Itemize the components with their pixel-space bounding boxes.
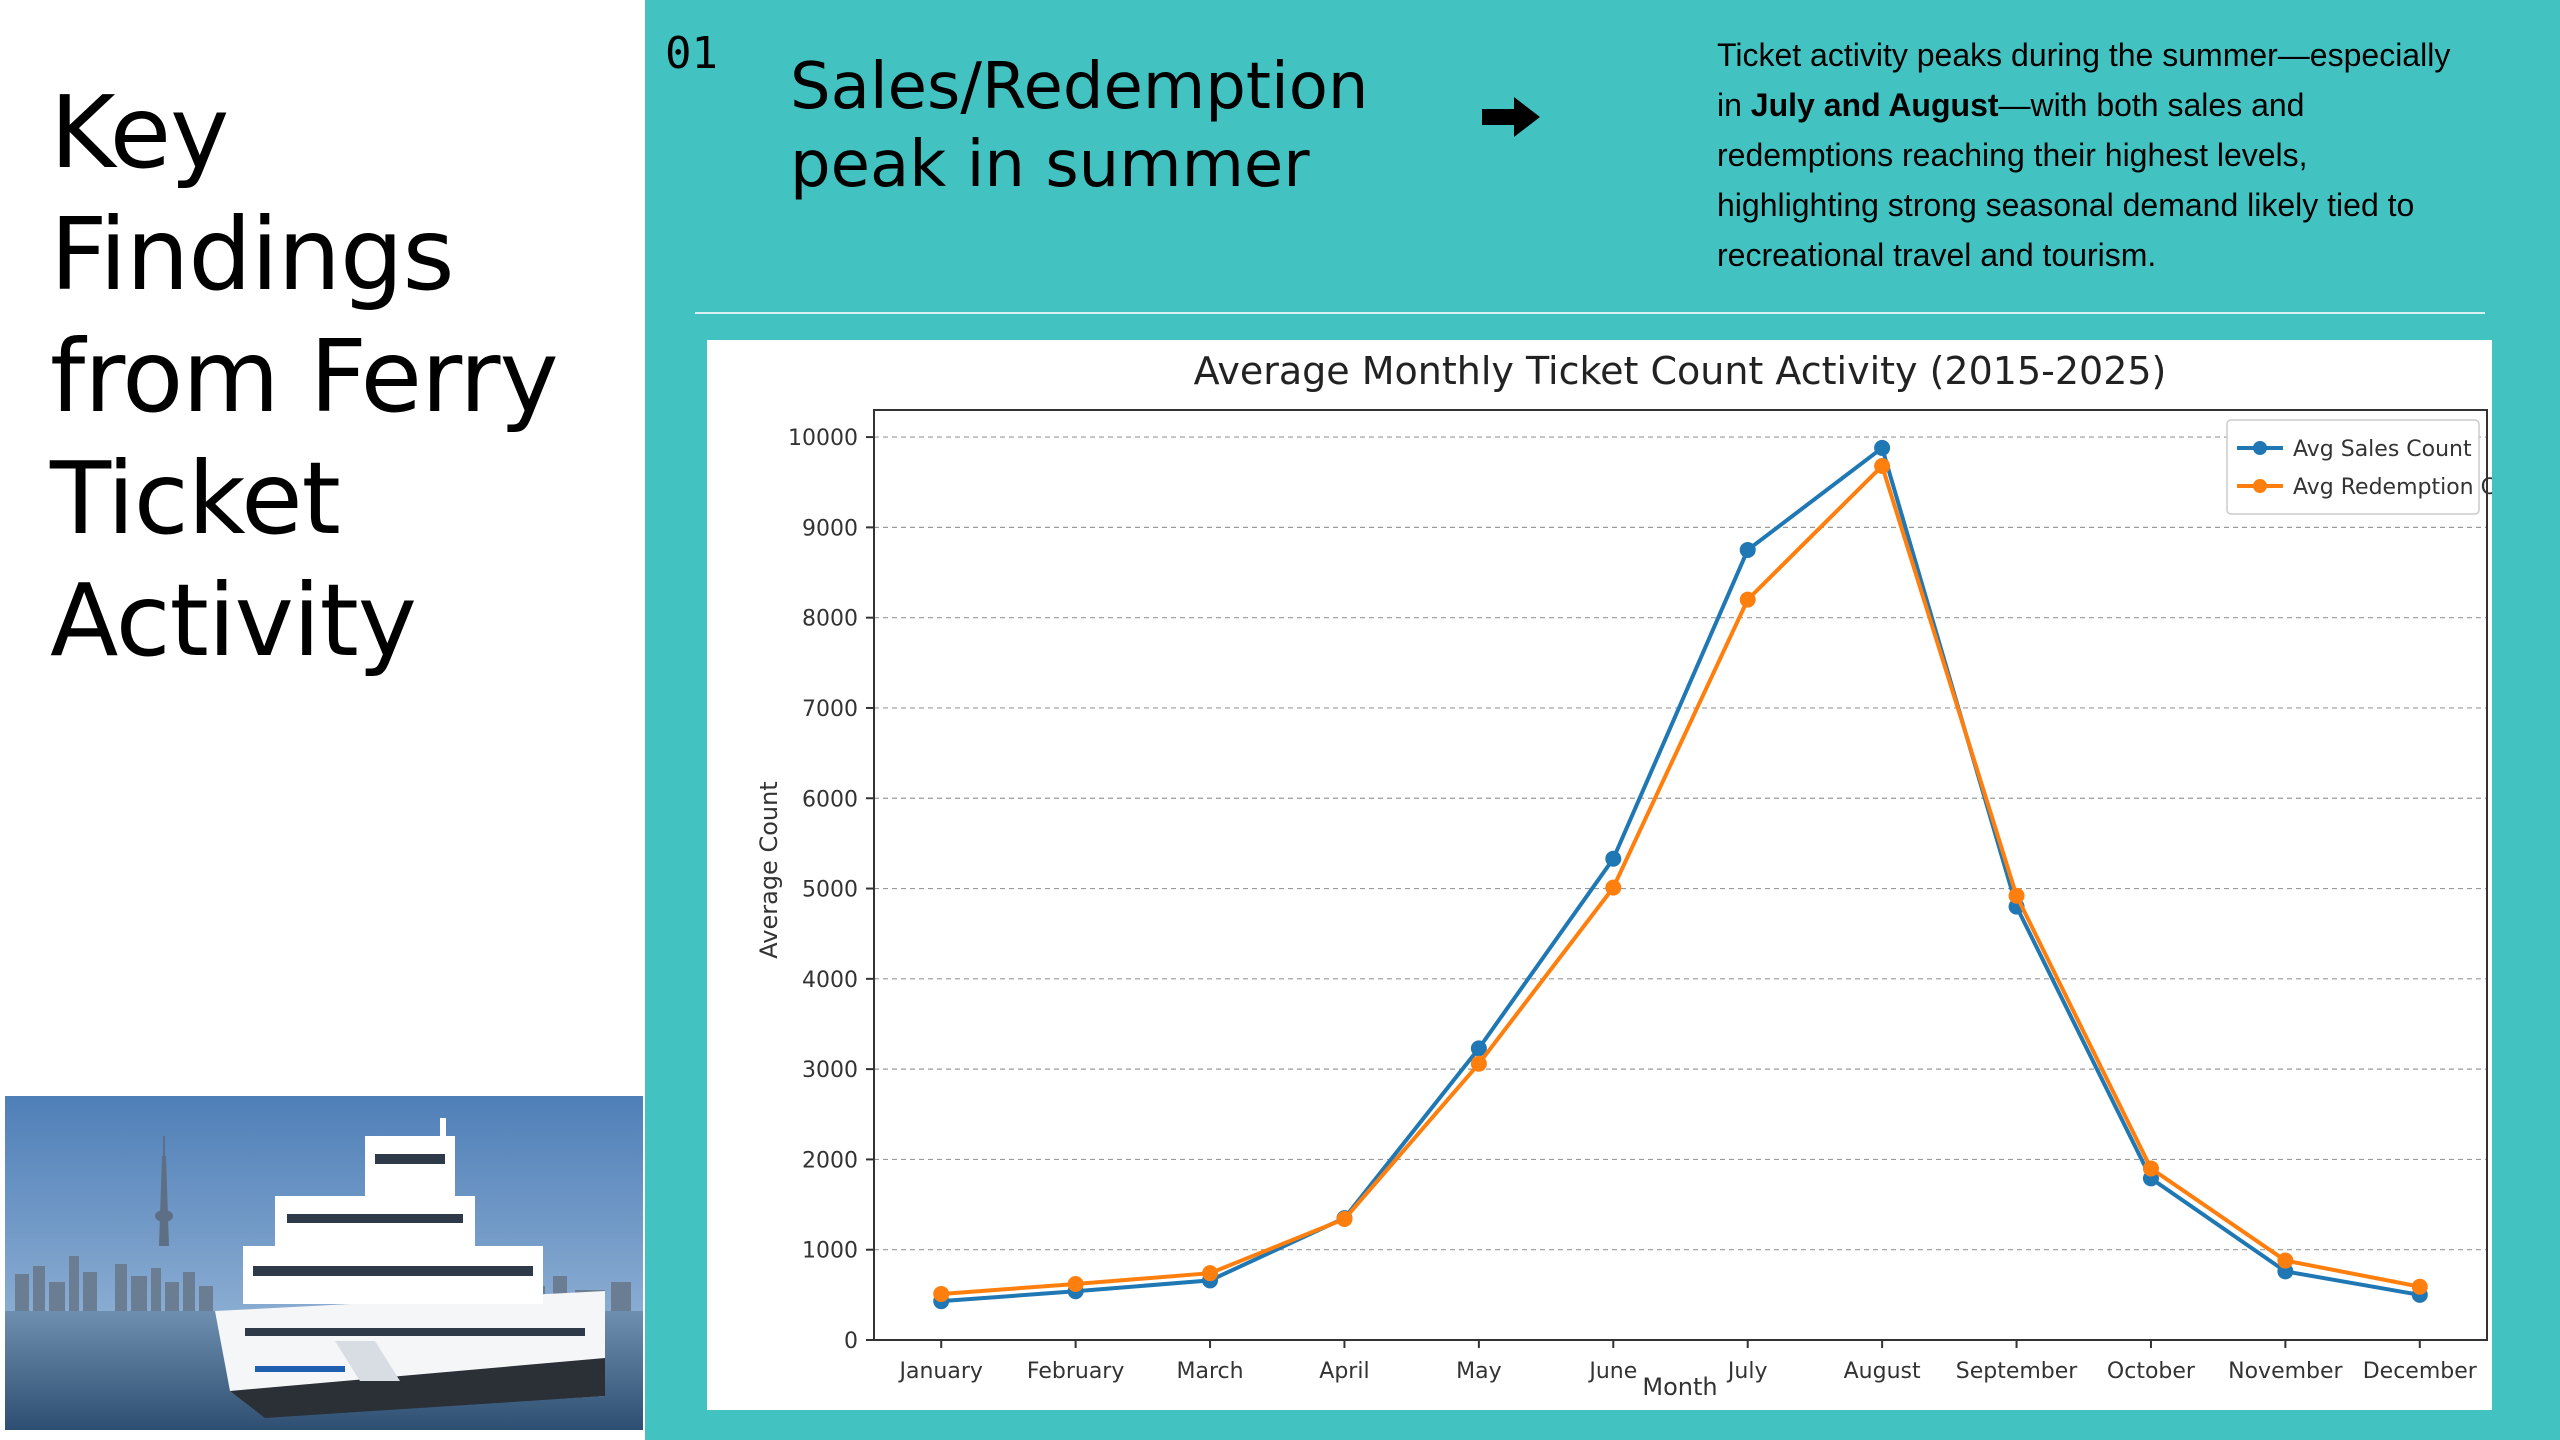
y-tick-label: 6000 — [802, 787, 858, 812]
slide-title-line: Activity — [50, 562, 417, 679]
finding-title-line: Sales/Redemption — [790, 50, 1369, 124]
x-tick-label: November — [2228, 1359, 2343, 1384]
y-tick-label: 1000 — [802, 1239, 858, 1264]
x-tick-label: May — [1456, 1359, 1501, 1384]
y-tick-label: 10000 — [788, 426, 858, 451]
data-point — [2008, 887, 2025, 904]
line-chart: Average Monthly Ticket Count Activity (2… — [755, 349, 2546, 1401]
data-point — [1739, 591, 1756, 608]
series-line — [941, 463, 2421, 1296]
y-tick-label: 4000 — [802, 968, 858, 993]
y-tick-label: 5000 — [802, 878, 858, 903]
legend-entry: Avg Redemption Count — [2293, 475, 2492, 500]
y-tick-label: 8000 — [802, 607, 858, 632]
series-line — [941, 445, 2421, 1304]
data-point — [2411, 1278, 2428, 1295]
x-tick-label: April — [1319, 1359, 1369, 1384]
data-point — [1336, 1211, 1353, 1228]
x-tick-label: July — [1726, 1359, 1768, 1384]
ferry-illustration — [5, 1096, 643, 1430]
y-tick-label: 2000 — [802, 1148, 858, 1173]
slide-title-line: Findings — [50, 196, 455, 313]
data-point — [1067, 1276, 1084, 1293]
plot-frame — [873, 409, 2488, 1341]
x-tick-label: February — [1027, 1359, 1125, 1384]
divider — [695, 312, 2485, 314]
left-panel: Key Findings from Ferry Ticket Activity — [0, 0, 645, 1440]
data-point — [1874, 439, 1891, 456]
slide-title-line: Ticket — [50, 440, 341, 557]
finding-description: Ticket activity peaks during the summer—… — [1717, 30, 2457, 280]
x-axis-label: Month — [1642, 1373, 1717, 1401]
data-point — [1739, 541, 1756, 558]
finding-description-part: —with both sales and redemptions reachin… — [1717, 87, 2415, 273]
chart-card: Average Monthly Ticket Count Activity (2… — [707, 340, 2546, 1410]
slide-title-line: from Ferry — [50, 318, 559, 435]
y-tick-label: 0 — [844, 1329, 858, 1354]
finding-description-highlight: July and August — [1750, 87, 1999, 123]
finding-title-line: peak in summer — [790, 128, 1310, 202]
series-sales — [933, 439, 2428, 1310]
x-tick-label: August — [1844, 1359, 1921, 1384]
finding-title: Sales/Redemption peak in summer — [790, 48, 1410, 204]
x-tick-label: December — [2363, 1359, 2478, 1384]
y-tick-label: 9000 — [802, 516, 858, 541]
legend-entry: Avg Sales Count — [2293, 437, 2472, 462]
y-axis-ticks: 0 1000 2000 3000 4000 5000 6000 7000 8000 9000 100… — [788, 426, 874, 1354]
right-panel: 01 Sales/Redemption peak in summer Ticke… — [645, 0, 2560, 1440]
data-point — [2142, 1160, 2159, 1177]
slide-title: Key Findings from Ferry Ticket Activity — [50, 72, 630, 682]
series-group — [933, 439, 2428, 1310]
gridlines — [874, 436, 2487, 1341]
x-tick-label: March — [1177, 1359, 1244, 1384]
y-tick-label: 7000 — [802, 697, 858, 722]
ferry-photo — [5, 1096, 643, 1430]
data-point — [1605, 879, 1622, 896]
finding-description-part: Ticket activity peaks during the summer—… — [1717, 37, 2451, 123]
finding-number: 01 — [665, 28, 718, 79]
data-point — [1605, 850, 1622, 867]
data-point — [1470, 1040, 1487, 1057]
legend-box — [2226, 419, 2480, 515]
data-point — [1202, 1265, 1219, 1282]
y-axis-label: Average Count — [755, 781, 783, 958]
slide-title-line: Key — [50, 74, 229, 191]
data-point — [2277, 1252, 2294, 1269]
x-tick-label: September — [1956, 1359, 2079, 1384]
x-tick-label: June — [1587, 1359, 1637, 1384]
data-point — [1874, 457, 1891, 474]
legend-swatch-marker — [2253, 479, 2267, 493]
x-axis-ticks: January February March April May June July Augu… — [898, 1340, 2478, 1384]
right-arrow-icon — [1482, 97, 1540, 137]
chart-title: Average Monthly Ticket Count Activity (2… — [1194, 349, 2167, 393]
x-tick-label: October — [2107, 1359, 2196, 1384]
data-point — [1470, 1055, 1487, 1072]
series-redemption — [933, 457, 2428, 1302]
y-tick-label: 3000 — [802, 1058, 858, 1083]
x-tick-label: January — [898, 1359, 983, 1384]
legend: Avg Sales Count Avg Redemption Count — [2226, 419, 2546, 515]
data-point — [933, 1285, 950, 1302]
legend-swatch-marker — [2253, 441, 2267, 455]
